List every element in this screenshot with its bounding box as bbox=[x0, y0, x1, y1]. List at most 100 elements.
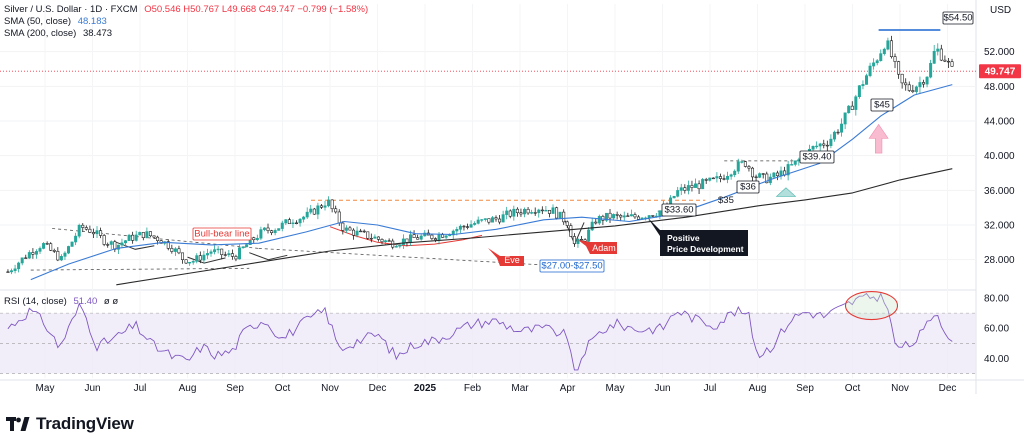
candle-body bbox=[56, 251, 60, 261]
label-45-box bbox=[870, 98, 894, 112]
label-positive-development: Positive Price Development bbox=[667, 233, 744, 254]
candle-body bbox=[220, 248, 224, 255]
candle-body bbox=[152, 235, 156, 238]
candle-body bbox=[704, 179, 708, 181]
candle-body bbox=[462, 225, 466, 228]
time-tick-label: Jul bbox=[134, 383, 147, 394]
candle-body bbox=[622, 215, 626, 218]
legend-sma200-row: SMA (200, close) 38.473 bbox=[4, 28, 112, 39]
ohlc-values: O50.546 H50.767 L49.668 C49.747 −0.799 (… bbox=[144, 4, 369, 15]
candle-body bbox=[943, 59, 947, 62]
candle-body bbox=[255, 237, 259, 241]
price-tick-label: 44.000 bbox=[984, 117, 1015, 128]
candle-body bbox=[893, 56, 897, 62]
candle-body bbox=[305, 211, 309, 218]
candle-body bbox=[922, 82, 926, 85]
candle-body bbox=[914, 86, 918, 92]
candle-body bbox=[615, 214, 619, 216]
candle-body bbox=[886, 40, 890, 50]
candle-body bbox=[181, 252, 185, 260]
candle-body bbox=[900, 73, 904, 84]
candle-body bbox=[81, 224, 85, 228]
candle-body bbox=[13, 268, 17, 271]
candle-body bbox=[936, 48, 940, 52]
candle-body bbox=[729, 174, 733, 177]
candle-body bbox=[341, 222, 345, 231]
up-arrow-pink-icon bbox=[868, 123, 889, 154]
label-bull-bear-line: Bull-bear line bbox=[194, 229, 249, 240]
candle-body bbox=[369, 237, 373, 240]
candle-body bbox=[373, 236, 377, 239]
candle-body bbox=[715, 176, 719, 179]
candle-body bbox=[198, 255, 202, 261]
label-35: $35 bbox=[718, 195, 734, 206]
candle-body bbox=[672, 195, 676, 199]
candle-body bbox=[131, 234, 135, 241]
candle-body bbox=[811, 145, 815, 150]
candle-body bbox=[690, 185, 694, 188]
candle-body bbox=[626, 215, 630, 217]
time-tick-label: Oct bbox=[845, 383, 861, 394]
candle-body bbox=[348, 227, 352, 231]
label-27-range: $27.00-$27.50 bbox=[541, 261, 602, 272]
candle-body bbox=[818, 143, 822, 147]
candle-body bbox=[319, 205, 323, 208]
candle-body bbox=[430, 234, 434, 239]
time-tick-label: Sep bbox=[796, 383, 814, 394]
candle-body bbox=[437, 234, 441, 241]
label-39-40: $39.40 bbox=[802, 152, 831, 163]
candle-body bbox=[6, 271, 10, 273]
candle-body bbox=[444, 235, 448, 238]
candle-body bbox=[694, 183, 698, 188]
candle-body bbox=[124, 240, 128, 244]
candle-body bbox=[918, 82, 922, 88]
candle-body bbox=[832, 131, 836, 140]
sma200-line bbox=[116, 168, 953, 286]
candle-body bbox=[473, 223, 477, 225]
candle-body bbox=[24, 257, 28, 259]
candle-body bbox=[284, 219, 288, 224]
candle-body bbox=[701, 179, 705, 190]
candle-body bbox=[779, 170, 783, 177]
time-tick-label: Apr bbox=[560, 383, 576, 394]
candle-body bbox=[743, 161, 747, 167]
sma50-value: 48.183 bbox=[77, 16, 107, 27]
candle-body bbox=[127, 234, 131, 241]
candle-body bbox=[77, 224, 81, 237]
candle-body bbox=[156, 236, 160, 241]
candle-body bbox=[31, 252, 35, 255]
candle-body bbox=[897, 61, 901, 75]
candle-body bbox=[758, 173, 762, 178]
time-tick-label: Mar bbox=[511, 383, 529, 394]
candle-body bbox=[376, 236, 380, 240]
candle-body bbox=[227, 253, 231, 256]
price-tick-label: 40.000 bbox=[984, 151, 1015, 162]
sma200-label: SMA (200, close) bbox=[4, 28, 77, 39]
rsi-label: RSI (14, close) bbox=[4, 296, 67, 307]
brand-name: TradingView bbox=[36, 414, 134, 433]
candle-body bbox=[929, 63, 933, 78]
tradingview-brand[interactable]: TradingView bbox=[6, 414, 134, 434]
candle-body bbox=[38, 248, 42, 252]
time-tick-label: Nov bbox=[891, 383, 909, 394]
candle-body bbox=[487, 218, 491, 223]
time-tick-label: Sep bbox=[226, 383, 244, 394]
candle-body bbox=[401, 238, 405, 246]
candle-body bbox=[323, 205, 327, 208]
candle-body bbox=[380, 239, 384, 243]
candle-body bbox=[726, 175, 730, 180]
candle-body bbox=[298, 218, 302, 224]
candle-body bbox=[412, 234, 416, 238]
time-tick-label: Dec bbox=[369, 383, 387, 394]
candle-body bbox=[494, 217, 498, 220]
rsi-extra: ø ø bbox=[103, 296, 119, 307]
candle-body bbox=[597, 216, 601, 224]
candle-body bbox=[501, 214, 505, 223]
candle-body bbox=[580, 239, 584, 241]
candle-body bbox=[45, 243, 49, 245]
candle-body bbox=[637, 216, 641, 220]
time-tick-label: Feb bbox=[464, 383, 482, 394]
candle-body bbox=[302, 216, 306, 220]
sma50-line bbox=[30, 84, 953, 281]
candle-body bbox=[629, 214, 633, 217]
